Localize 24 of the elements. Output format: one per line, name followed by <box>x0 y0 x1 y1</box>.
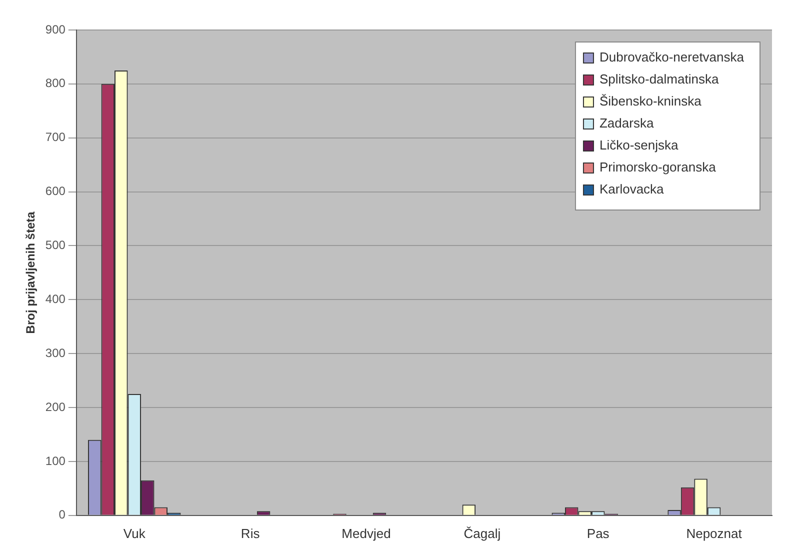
y-tick-label: 100 <box>45 454 66 468</box>
legend-label: Dubrovačko-neretvanska <box>599 50 745 65</box>
y-tick-label: 700 <box>45 130 66 144</box>
x-tick-label: Pas <box>586 526 610 541</box>
legend-label: Primorsko-goranska <box>599 160 717 175</box>
legend-label: Karlovacka <box>599 182 665 197</box>
legend-label: Splitsko-dalmatinska <box>599 72 720 87</box>
x-tick-label: Medvjed <box>342 526 391 541</box>
legend-label: Šibensko-kninska <box>599 94 702 109</box>
legend-label: Zadarska <box>599 116 654 131</box>
x-tick-label: Ris <box>240 526 260 541</box>
legend-label: Ličko-senjska <box>599 138 680 153</box>
y-axis-title: Broj prijavljenih šteta <box>24 211 38 334</box>
y-tick-label: 300 <box>45 346 66 360</box>
y-tick-label: 900 <box>45 22 66 36</box>
x-tick-label: Nepoznat <box>686 526 742 541</box>
y-tick-label: 800 <box>45 76 66 90</box>
x-tick-label: Čagalj <box>464 526 501 541</box>
y-tick-label: 200 <box>45 400 66 414</box>
y-tick-label: 0 <box>58 508 66 522</box>
y-tick-label: 400 <box>45 292 66 306</box>
x-tick-label: Vuk <box>123 526 146 541</box>
y-tick-label: 500 <box>45 238 66 252</box>
y-tick-label: 600 <box>45 184 66 198</box>
